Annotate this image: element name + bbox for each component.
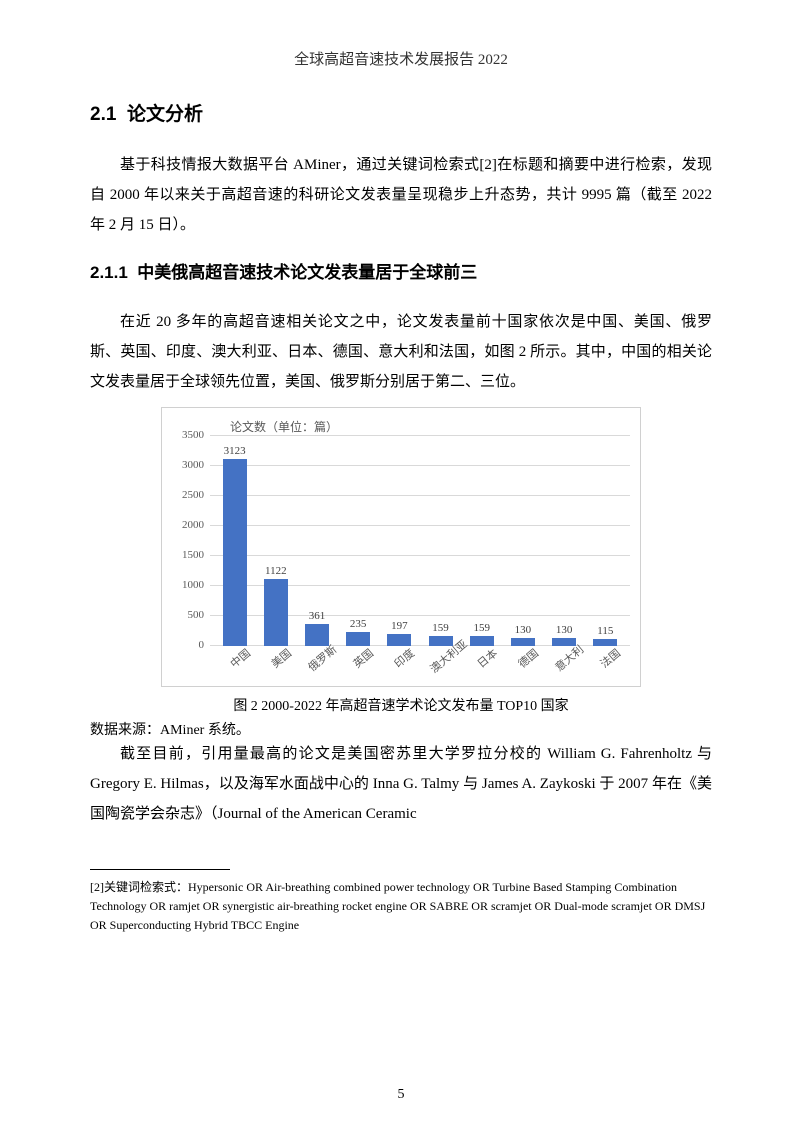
chart-y-tick-label: 2500 (182, 489, 204, 501)
chart-bar-value-label: 130 (515, 624, 532, 636)
chart-y-tick-label: 3500 (182, 429, 204, 441)
chart-bar-value-label: 3123 (224, 445, 246, 457)
paragraph-3: 截至目前，引用量最高的论文是美国密苏里大学罗拉分校的 William G. Fa… (90, 739, 712, 829)
page-number: 5 (398, 1087, 405, 1103)
chart-y-tick-label: 2000 (182, 519, 204, 531)
chart-bar: 1122 (257, 579, 295, 646)
chart-y-tick-label: 1500 (182, 549, 204, 561)
chart-bar-rect (223, 459, 247, 646)
page-header-title: 全球高超音速技术发展报告 2022 (90, 48, 712, 69)
chart-bar-value-label: 235 (350, 618, 367, 630)
subsection-heading: 2.1.1 中美俄高超音速技术论文发表量居于全球前三 (90, 258, 712, 283)
chart-y-tick-label: 0 (199, 639, 205, 651)
subsection-number: 2.1.1 (90, 263, 128, 282)
chart-y-tick-label: 500 (188, 609, 205, 621)
chart-y-tick-label: 3000 (182, 459, 204, 471)
chart-bars-area: 31231122361235197159159130130115 (210, 436, 630, 646)
chart-bar-value-label: 159 (473, 622, 490, 634)
chart-x-labels: 中国美国俄罗斯英国印度澳大利亚日本德国意大利法国 (210, 648, 630, 668)
chart-bar-value-label: 130 (556, 624, 573, 636)
chart-y-axis-title: 论文数（单位：篇） (230, 418, 338, 435)
chart-y-tick-label: 1000 (182, 579, 204, 591)
footnote-text: 关键词检索式：Hypersonic OR Air-breathing combi… (90, 880, 705, 932)
subsection-title: 中美俄高超音速技术论文发表量居于全球前三 (137, 263, 477, 282)
footnote: [2]关键词检索式：Hypersonic OR Air-breathing co… (90, 878, 712, 936)
section-title: 论文分析 (127, 104, 203, 125)
figure-caption: 图 2 2000-2022 年高超音速学术论文发布量 TOP10 国家 (90, 695, 712, 715)
footnote-separator (90, 869, 230, 870)
chart-bar: 3123 (216, 459, 254, 646)
chart-bar-value-label: 1122 (265, 565, 287, 577)
data-source: 数据来源：AMiner 系统。 (90, 719, 712, 739)
chart-bar-value-label: 115 (597, 625, 613, 637)
chart-bar-value-label: 361 (309, 610, 326, 622)
section-heading: 2.1 论文分析 (90, 99, 712, 126)
chart-bar-rect (264, 579, 288, 646)
chart-bar-value-label: 159 (432, 622, 449, 634)
paragraph-1: 基于科技情报大数据平台 AMiner，通过关键词检索式[2]在标题和摘要中进行检… (90, 150, 712, 240)
chart-plot-area: 0500100015002000250030003500312311223612… (210, 436, 630, 646)
paragraph-2: 在近 20 多年的高超音速相关论文之中，论文发表量前十国家依次是中国、美国、俄罗… (90, 307, 712, 397)
chart-bar-value-label: 197 (391, 620, 408, 632)
section-number: 2.1 (90, 104, 116, 125)
footnote-marker: [2] (90, 880, 104, 894)
bar-chart: 论文数（单位：篇） 0 500 1000 1500 2000 2500 3000 3500 31… (161, 407, 641, 687)
chart-bar-rect (305, 624, 329, 646)
